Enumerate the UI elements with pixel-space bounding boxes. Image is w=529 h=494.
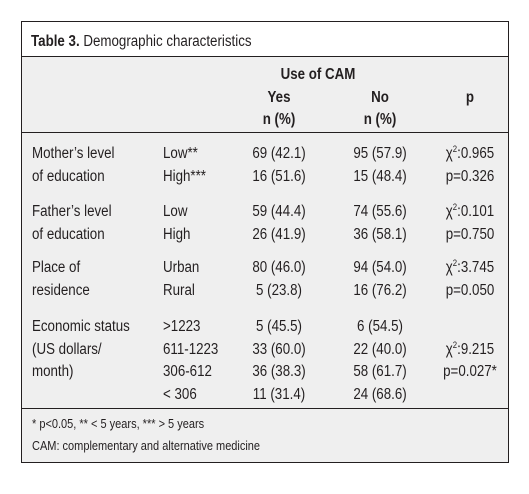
table-frame: Table 3. Demographic characteristics Use… — [21, 21, 509, 463]
table-caption: Demographic characteristics — [79, 33, 252, 50]
cell-yes: 5 (23.8) — [256, 281, 302, 299]
cell-no: 22 (40.0) — [353, 340, 407, 358]
group-header: Use of CAM — [280, 66, 356, 83]
cell-no: 16 (76.2) — [353, 281, 407, 299]
cell-p: χ2:0.965 — [445, 144, 495, 163]
cell-no: 95 (57.9) — [353, 145, 407, 162]
footnote-abbreviation: CAM: complementary and alternative medic… — [32, 439, 261, 453]
col-header-p: p — [465, 89, 475, 106]
cell-no: 94 (54.0) — [353, 259, 407, 276]
col-subheader-no: n (%) — [363, 111, 397, 128]
table-number: Table 3. — [31, 33, 80, 50]
row-category: Urban — [163, 259, 200, 276]
cell-yes: 69 (42.1) — [252, 145, 306, 162]
cell-p: p=0.750 — [445, 225, 495, 243]
cell-no: 24 (68.6) — [353, 385, 407, 403]
row-group-label: (US dollars/ — [32, 340, 102, 358]
table-title-bar: Table 3. Demographic characteristics — [22, 22, 508, 56]
cell-yes: 80 (46.0) — [252, 259, 306, 276]
cell-p: χ2:3.745 — [445, 258, 495, 277]
cell-yes: 26 (41.9) — [252, 225, 306, 243]
footer-rule — [22, 408, 508, 409]
cell-yes: 16 (51.6) — [252, 167, 306, 185]
row-category: Rural — [163, 281, 195, 299]
title-rule — [22, 56, 508, 57]
cell-p: p=0.326 — [445, 167, 495, 185]
cell-yes: 36 (38.3) — [252, 363, 306, 380]
cell-p: p=0.050 — [445, 281, 495, 299]
cell-yes: 5 (45.5) — [256, 318, 302, 335]
row-group-label: of education — [32, 167, 105, 185]
row-category: 611-1223 — [163, 340, 219, 358]
row-group-label: Mother’s level — [32, 145, 115, 162]
row-category: < 306 — [163, 385, 197, 403]
cell-yes: 59 (44.4) — [252, 203, 306, 220]
cell-p: p=0.027* — [443, 363, 497, 380]
cell-yes: 11 (31.4) — [252, 385, 306, 403]
row-category: High*** — [163, 167, 206, 185]
col-subheader-yes: n (%) — [262, 111, 296, 128]
cell-p: χ2:0.101 — [445, 202, 495, 221]
cell-no: 58 (61.7) — [353, 363, 407, 380]
row-group-label: Father’s level — [32, 203, 112, 220]
row-category: 306-612 — [163, 363, 212, 380]
row-group-label: Place of — [32, 259, 81, 276]
row-category: Low** — [163, 145, 198, 162]
row-group-label: Economic status — [32, 318, 130, 335]
header-rule — [22, 132, 508, 133]
col-header-yes: Yes — [267, 89, 291, 106]
row-category: High — [163, 225, 191, 243]
cell-no: 15 (48.4) — [353, 167, 407, 185]
col-header-no: No — [371, 89, 389, 106]
row-category: Low — [163, 203, 188, 220]
cell-no: 74 (55.6) — [353, 203, 407, 220]
row-category: >1223 — [163, 318, 201, 335]
table-title: Table 3. Demographic characteristics — [31, 33, 252, 51]
row-group-label: month) — [32, 363, 74, 380]
cell-no: 6 (54.5) — [357, 318, 403, 335]
cell-yes: 33 (60.0) — [252, 340, 306, 358]
row-group-label: residence — [32, 281, 90, 299]
cell-no: 36 (58.1) — [353, 225, 407, 243]
cell-p: χ2:9.215 — [445, 339, 495, 358]
row-group-label: of education — [32, 225, 105, 243]
footnote-significance: * p<0.05, ** < 5 years, *** > 5 years — [32, 417, 205, 431]
